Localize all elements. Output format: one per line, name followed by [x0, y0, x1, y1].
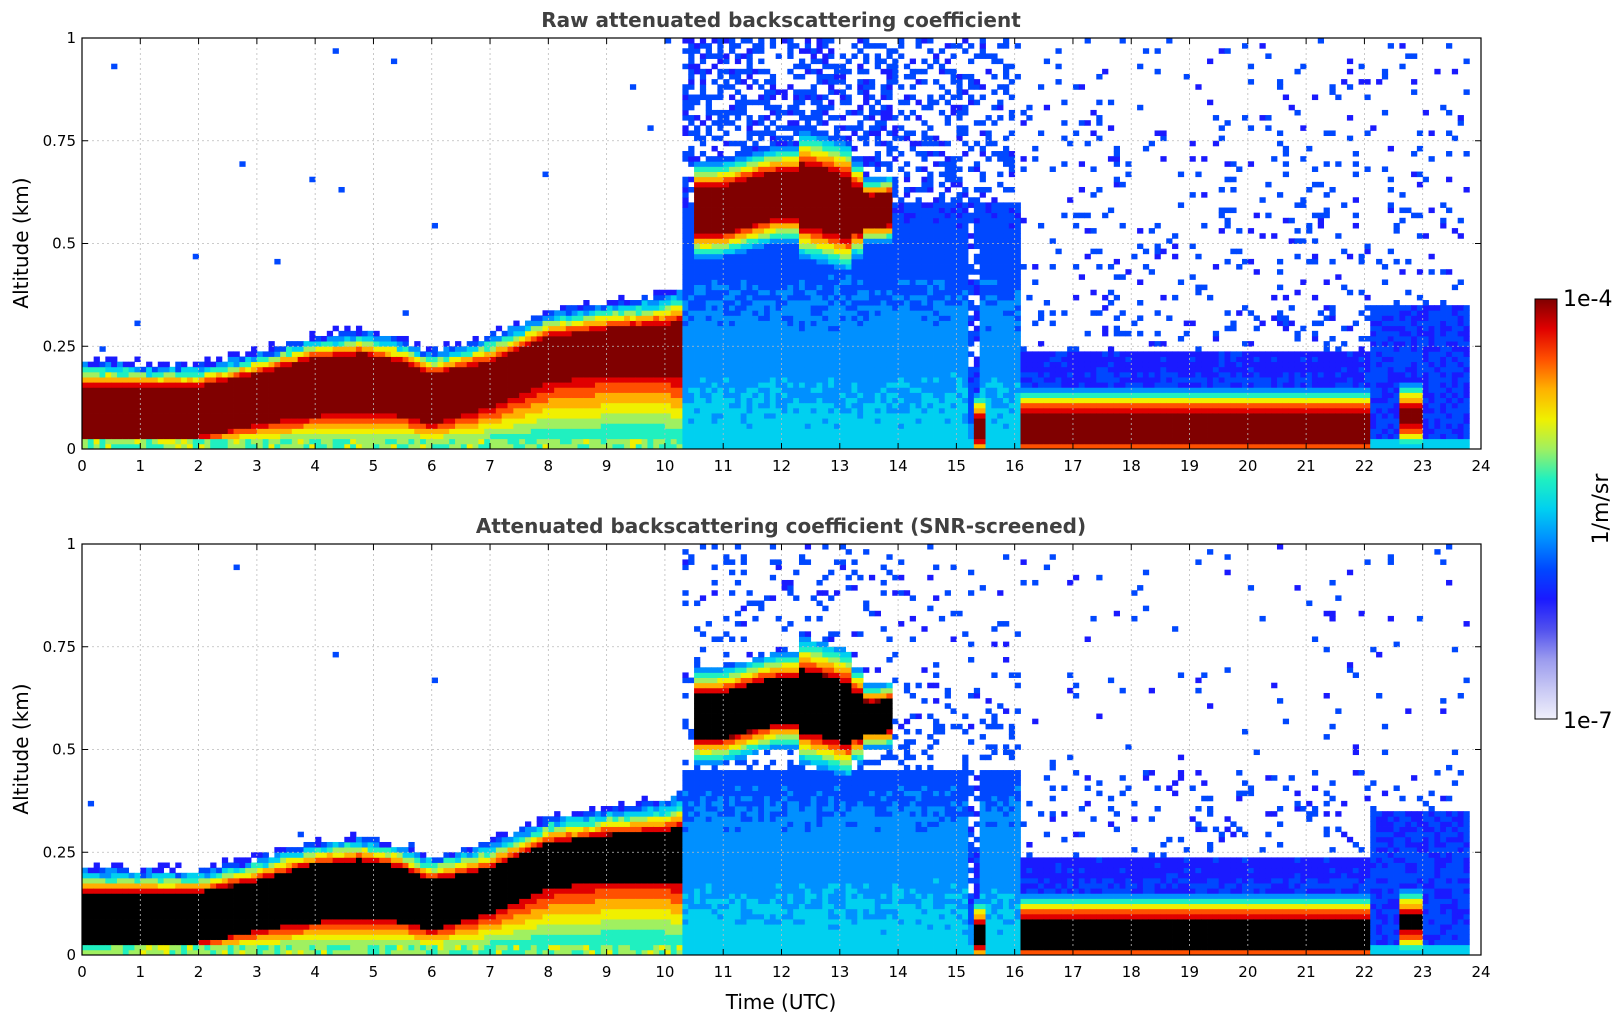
x-tick-label: 3: [252, 457, 262, 475]
x-tick-label: 16: [1005, 963, 1024, 981]
x-tick-label: 12: [772, 457, 791, 475]
x-tick-label: 8: [544, 457, 554, 475]
panel-raw: Raw attenuated backscattering coefficien…: [9, 8, 1491, 475]
x-tick-label: 12: [772, 963, 791, 981]
x-tick-label: 21: [1297, 457, 1316, 475]
x-tick-label: 5: [369, 963, 379, 981]
colorbar-bar: [1534, 298, 1558, 720]
panel-screened-heatmap: [82, 544, 1470, 955]
y-tick-label: 0.25: [43, 843, 76, 861]
y-tick-label: 0.5: [52, 741, 76, 759]
colorbar: 1e-4 1e-7 1/m/sr: [1534, 287, 1614, 734]
panel-raw-heatmap: [82, 38, 1470, 449]
x-tick-label: 4: [310, 963, 320, 981]
y-tick-label: 0.25: [43, 337, 76, 355]
colorbar-unit-label: 1/m/sr: [1589, 473, 1614, 545]
x-tick-label: 1: [136, 457, 146, 475]
x-tick-label: 20: [1238, 457, 1257, 475]
panel-raw-x-ticks: 0 1 2 3 4 5 6 7 8 9 10 11 12 13 14 15 16 17 18 19 20 21 22 23 24: [77, 38, 1491, 475]
x-tick-label: 4: [310, 457, 320, 475]
x-tick-label: 17: [1063, 457, 1082, 475]
x-tick-label: 24: [1471, 457, 1490, 475]
x-tick-label: 2: [194, 457, 204, 475]
x-tick-label: 11: [714, 457, 733, 475]
colorbar-min-label: 1e-7: [1563, 709, 1612, 734]
y-tick-label: 0.75: [43, 132, 76, 150]
panel-screened-y-ticks: 0 0.25 0.5 0.75 1: [43, 535, 1481, 964]
x-tick-label: 10: [655, 963, 674, 981]
x-tick-label: 23: [1413, 457, 1432, 475]
x-tick-label: 8: [544, 963, 554, 981]
x-tick-label: 14: [889, 963, 908, 981]
x-tick-label: 15: [947, 963, 966, 981]
x-tick-label: 22: [1355, 457, 1374, 475]
x-tick-label: 7: [485, 963, 495, 981]
panel-screened: Attenuated backscattering coefficient (S…: [9, 514, 1491, 1014]
x-tick-label: 10: [655, 457, 674, 475]
x-tick-label: 1: [136, 963, 146, 981]
x-tick-label: 9: [602, 963, 612, 981]
x-tick-label: 16: [1005, 457, 1024, 475]
panel-screened-title: Attenuated backscattering coefficient (S…: [476, 514, 1086, 538]
x-tick-label: 20: [1238, 963, 1257, 981]
x-tick-label: 23: [1413, 963, 1432, 981]
x-tick-label: 9: [602, 457, 612, 475]
x-tick-label: 18: [1122, 963, 1141, 981]
panel-raw-title: Raw attenuated backscattering coefficien…: [541, 8, 1021, 32]
x-tick-label: 24: [1471, 963, 1490, 981]
x-tick-label: 13: [830, 963, 849, 981]
x-tick-label: 14: [889, 457, 908, 475]
x-tick-label: 13: [830, 457, 849, 475]
x-tick-label: 3: [252, 963, 262, 981]
y-tick-label: 0: [66, 440, 76, 458]
x-tick-label: 11: [714, 963, 733, 981]
x-tick-label: 2: [194, 963, 204, 981]
x-tick-label: 18: [1122, 457, 1141, 475]
panel-screened-ylabel: Altitude (km): [9, 683, 33, 814]
x-tick-label: 19: [1180, 457, 1199, 475]
x-tick-label: 19: [1180, 963, 1199, 981]
y-tick-label: 0.75: [43, 638, 76, 656]
x-tick-label: 17: [1063, 963, 1082, 981]
x-tick-label: 22: [1355, 963, 1374, 981]
panel-screened-grid: [82, 544, 1481, 955]
x-tick-label: 6: [427, 963, 437, 981]
colorbar-max-label: 1e-4: [1563, 287, 1612, 312]
x-tick-label: 6: [427, 457, 437, 475]
x-tick-label: 7: [485, 457, 495, 475]
y-tick-label: 0.5: [52, 235, 76, 253]
panel-raw-ylabel: Altitude (km): [9, 177, 33, 308]
panel-raw-y-ticks: 0 0.25 0.5 0.75 1: [43, 29, 1481, 458]
panel-screened-xlabel: Time (UTC): [725, 990, 837, 1014]
x-tick-label: 15: [947, 457, 966, 475]
x-tick-label: 21: [1297, 963, 1316, 981]
y-tick-label: 0: [66, 946, 76, 964]
y-tick-label: 1: [66, 535, 76, 553]
x-tick-label: 0: [77, 457, 87, 475]
y-tick-label: 1: [66, 29, 76, 47]
panel-screened-x-ticks: 0 1 2 3 4 5 6 7 8 9 10 11 12 13 14 15 16 17 18 19 20 21 22 23 24: [77, 544, 1491, 981]
panel-raw-grid: [82, 38, 1481, 449]
x-tick-label: 5: [369, 457, 379, 475]
x-tick-label: 0: [77, 963, 87, 981]
